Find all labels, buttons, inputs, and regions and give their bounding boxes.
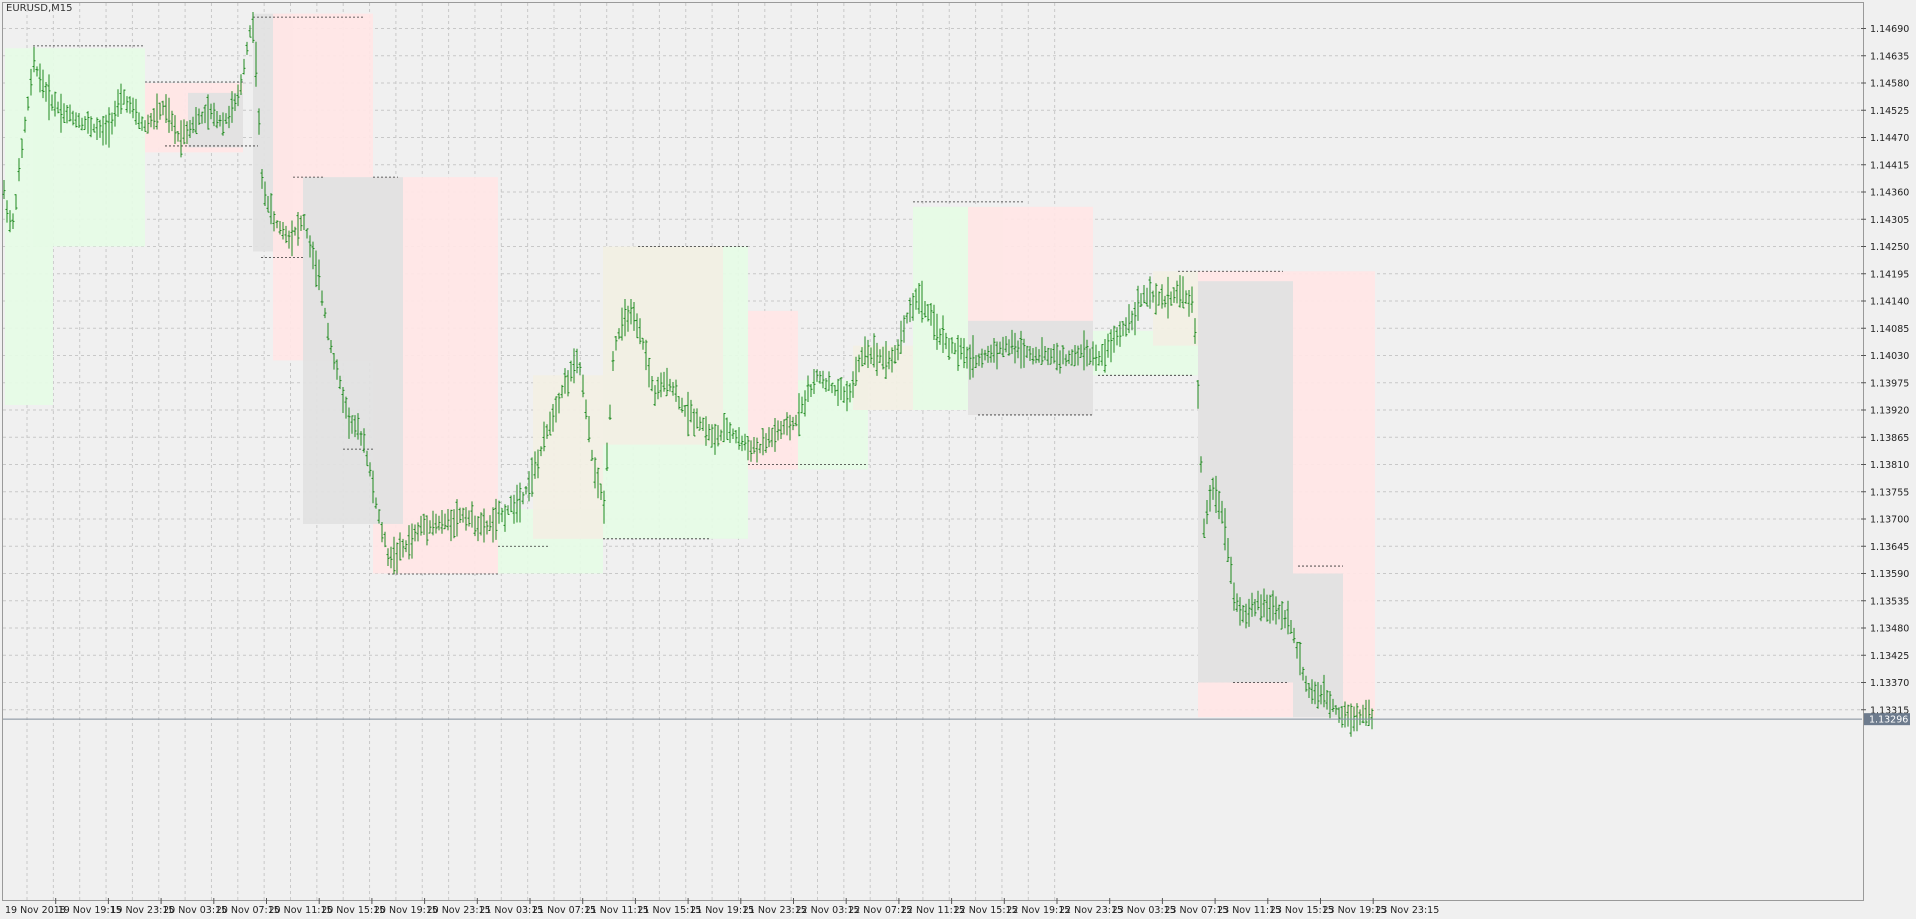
x-axis-tick-label: 22 Nov 15:15 bbox=[954, 905, 1018, 916]
x-axis-tick-label: 19 Nov 23:15 bbox=[110, 905, 174, 916]
y-axis-tick-label: 1.13590 bbox=[1870, 569, 1909, 580]
y-axis-tick-label: 1.14580 bbox=[1870, 79, 1909, 90]
x-axis-tick-label: 23 Nov 11:15 bbox=[1217, 905, 1281, 916]
x-axis-tick-label: 23 Nov 19:15 bbox=[1323, 905, 1387, 916]
y-axis-tick-label: 1.14140 bbox=[1870, 297, 1909, 308]
x-axis-tick-label: 20 Nov 07:15 bbox=[216, 905, 280, 916]
y-axis-tick-label: 1.14360 bbox=[1870, 188, 1909, 199]
x-axis-tick-label: 20 Nov 11:15 bbox=[269, 905, 333, 916]
x-axis-tick-label: 21 Nov 11:15 bbox=[585, 905, 649, 916]
y-axis-tick-label: 1.13920 bbox=[1870, 406, 1909, 417]
x-axis-tick-label: 21 Nov 19:15 bbox=[690, 905, 754, 916]
x-axis-tick-label: 21 Nov 15:15 bbox=[637, 905, 701, 916]
y-axis-tick-label: 1.14415 bbox=[1870, 160, 1909, 171]
y-axis-tick-label: 1.13480 bbox=[1870, 624, 1909, 635]
y-axis-tick-label: 1.13535 bbox=[1870, 596, 1909, 607]
zone-gray bbox=[303, 177, 403, 524]
x-axis-tick-label: 20 Nov 15:15 bbox=[321, 905, 385, 916]
y-axis-tick-label: 1.13370 bbox=[1870, 678, 1909, 689]
y-axis-tick-label: 1.14085 bbox=[1870, 324, 1909, 335]
y-axis-tick-label: 1.13865 bbox=[1870, 433, 1909, 444]
x-axis-tick-label: 23 Nov 07:15 bbox=[1164, 905, 1228, 916]
x-axis-tick-label: 23 Nov 03:15 bbox=[1112, 905, 1176, 916]
x-axis-tick-label: 20 Nov 19:15 bbox=[374, 905, 438, 916]
y-axis-tick-label: 1.13755 bbox=[1870, 487, 1909, 498]
x-axis-tick-label: 22 Nov 19:15 bbox=[1006, 905, 1070, 916]
symbol-timeframe-label: EURUSD,M15 bbox=[6, 3, 73, 14]
x-axis-tick-label: 22 Nov 07:15 bbox=[848, 905, 912, 916]
x-axis-tick-label: 22 Nov 11:15 bbox=[901, 905, 965, 916]
y-axis-tick-label: 1.14470 bbox=[1870, 133, 1909, 144]
y-axis-tick-label: 1.13645 bbox=[1870, 542, 1909, 553]
zone-beige bbox=[603, 246, 723, 445]
zone-gray bbox=[188, 92, 243, 148]
y-axis-tick-label: 1.14525 bbox=[1870, 106, 1909, 117]
y-axis-tick-label: 1.14635 bbox=[1870, 51, 1909, 62]
x-axis-tick-label: 20 Nov 03:15 bbox=[163, 905, 227, 916]
x-axis-tick-label: 22 Nov 03:15 bbox=[796, 905, 860, 916]
y-axis-tick-label: 1.14250 bbox=[1870, 242, 1909, 253]
x-axis-tick-label: 21 Nov 03:15 bbox=[479, 905, 543, 916]
y-axis-tick-label: 1.13425 bbox=[1870, 651, 1909, 662]
zone-red bbox=[748, 310, 798, 470]
zone-beige bbox=[533, 375, 603, 539]
current-price-badge bbox=[1864, 713, 1910, 726]
y-axis-tick-label: 1.13315 bbox=[1870, 705, 1909, 716]
zone-green bbox=[33, 48, 145, 247]
y-axis-tick-label: 1.14690 bbox=[1870, 24, 1909, 35]
zone-beige bbox=[1153, 271, 1198, 346]
x-axis-tick-label: 19 Nov 2018 bbox=[5, 905, 66, 916]
x-axis-tick-label: 21 Nov 07:15 bbox=[532, 905, 596, 916]
y-axis-tick-label: 1.14305 bbox=[1870, 215, 1909, 226]
y-axis-tick-label: 1.13810 bbox=[1870, 460, 1909, 471]
x-axis-tick-label: 19 Nov 19:15 bbox=[58, 905, 122, 916]
x-axis-tick-label: 23 Nov 23:15 bbox=[1375, 905, 1439, 916]
current-price-label: 1.13296 bbox=[1869, 715, 1908, 726]
x-axis-tick-label: 23 Nov 15:15 bbox=[1270, 905, 1334, 916]
x-axis-tick-label: 20 Nov 23:15 bbox=[427, 905, 491, 916]
y-axis-tick-label: 1.14195 bbox=[1870, 269, 1909, 280]
y-axis-tick-label: 1.13975 bbox=[1870, 378, 1909, 389]
zone-gray bbox=[968, 320, 1093, 415]
x-axis-tick-label: 22 Nov 23:15 bbox=[1059, 905, 1123, 916]
y-axis-tick-label: 1.13700 bbox=[1870, 515, 1909, 526]
x-axis-tick-label: 21 Nov 23:15 bbox=[743, 905, 807, 916]
y-axis-tick-label: 1.14030 bbox=[1870, 351, 1909, 362]
